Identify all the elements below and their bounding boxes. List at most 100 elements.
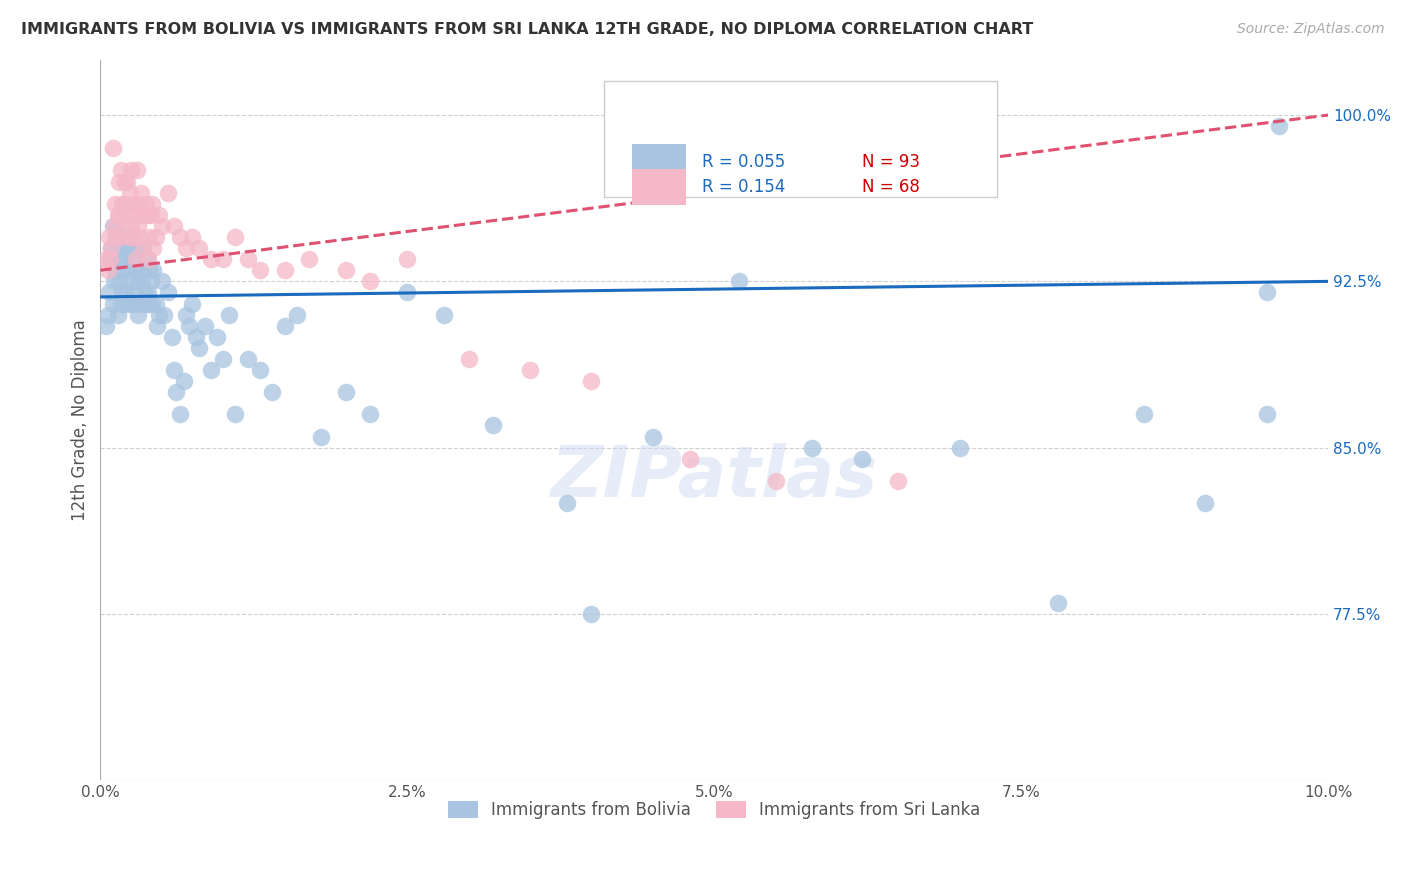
Text: N = 68: N = 68 [862,178,920,196]
Point [224,408,246,422]
Point [1047,596,1070,610]
Point [98,252,121,267]
Point [249,263,271,277]
Point [105,230,128,244]
Point [212,252,235,267]
Point [132,241,155,255]
Point [127,241,149,255]
Point [117,230,139,244]
Point [112,230,135,244]
Point [124,208,146,222]
Point [641,429,664,443]
Point [135,196,157,211]
Point [177,318,200,333]
Point [181,230,204,244]
Point [127,196,149,211]
Point [273,263,295,277]
Point [122,196,145,211]
Point [1256,408,1278,422]
Text: R = 0.055: R = 0.055 [702,153,785,170]
Point [727,274,749,288]
Point [482,418,505,433]
Point [117,241,139,255]
Point [142,241,165,255]
Point [200,363,222,377]
Point [120,274,142,288]
Point [107,208,129,222]
Point [131,208,153,222]
Legend: Immigrants from Bolivia, Immigrants from Sri Lanka: Immigrants from Bolivia, Immigrants from… [441,795,987,826]
Point [101,296,124,310]
Point [163,219,186,233]
Point [335,385,357,400]
Point [142,263,165,277]
Point [97,308,120,322]
Point [236,351,259,366]
Point [765,474,787,488]
Point [236,252,259,267]
Point [96,318,118,333]
Point [150,219,173,233]
Point [115,208,138,222]
Point [148,208,170,222]
Point [249,363,271,377]
Point [396,252,419,267]
Point [262,385,284,400]
Point [218,308,240,322]
Point [101,219,124,233]
Point [801,441,824,455]
Point [103,219,125,233]
Point [135,296,157,310]
Point [121,252,143,267]
Text: IMMIGRANTS FROM BOLIVIA VS IMMIGRANTS FROM SRI LANKA 12TH GRADE, NO DIPLOMA CORR: IMMIGRANTS FROM BOLIVIA VS IMMIGRANTS FR… [21,22,1033,37]
Point [100,241,122,255]
Text: R = 0.154: R = 0.154 [702,178,786,196]
Point [115,285,138,300]
Point [120,241,142,255]
Point [117,175,139,189]
Point [125,263,148,277]
Point [173,374,195,388]
Text: Source: ZipAtlas.com: Source: ZipAtlas.com [1237,22,1385,37]
Point [311,429,333,443]
Point [103,274,125,288]
Point [1256,285,1278,300]
Point [169,230,191,244]
Point [176,308,198,322]
Point [134,208,156,222]
Point [679,451,702,466]
Point [127,308,149,322]
Point [1194,496,1216,510]
Point [359,408,381,422]
Point [150,274,173,288]
FancyBboxPatch shape [631,169,686,204]
Point [114,296,136,310]
Point [128,263,150,277]
Point [114,175,136,189]
Point [141,196,163,211]
Point [138,296,160,310]
Point [581,607,603,621]
Point [359,274,381,288]
Point [111,196,134,211]
Point [121,230,143,244]
Point [131,296,153,310]
Point [433,308,456,322]
FancyBboxPatch shape [603,81,997,196]
Point [107,208,129,222]
Point [127,163,149,178]
Point [97,263,120,277]
Point [298,252,321,267]
Point [128,230,150,244]
Point [124,296,146,310]
Point [139,208,162,222]
Point [110,296,132,310]
Point [114,196,136,211]
Point [108,230,131,244]
Point [194,318,217,333]
Point [184,330,207,344]
Point [129,186,152,200]
FancyBboxPatch shape [631,144,686,179]
Point [156,285,179,300]
Point [110,163,132,178]
